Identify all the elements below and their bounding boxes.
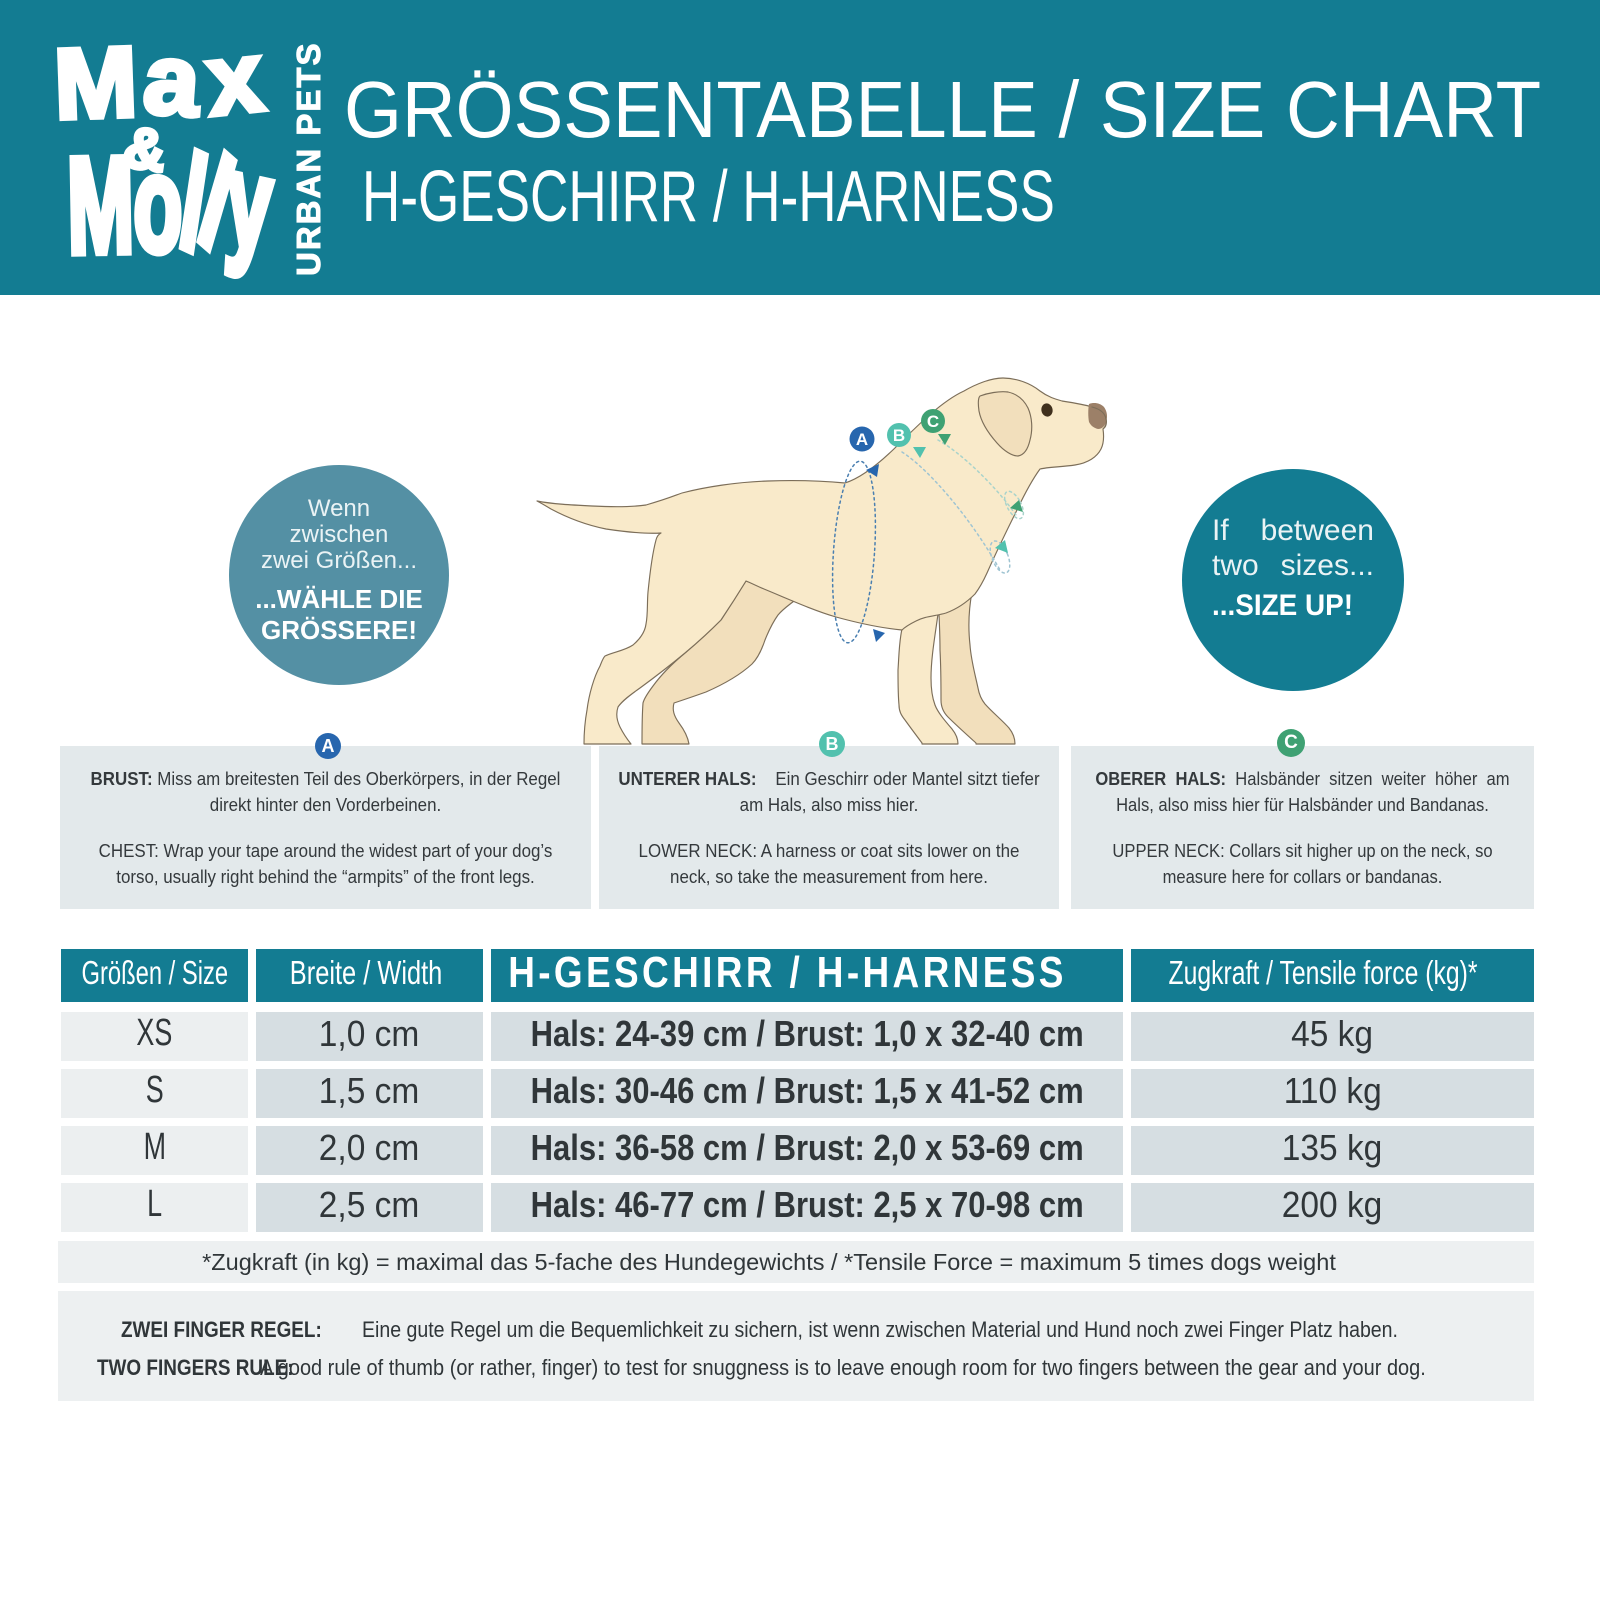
svg-text:B: B: [893, 426, 905, 445]
svg-text:C: C: [927, 412, 939, 431]
svg-text:A: A: [856, 430, 868, 449]
